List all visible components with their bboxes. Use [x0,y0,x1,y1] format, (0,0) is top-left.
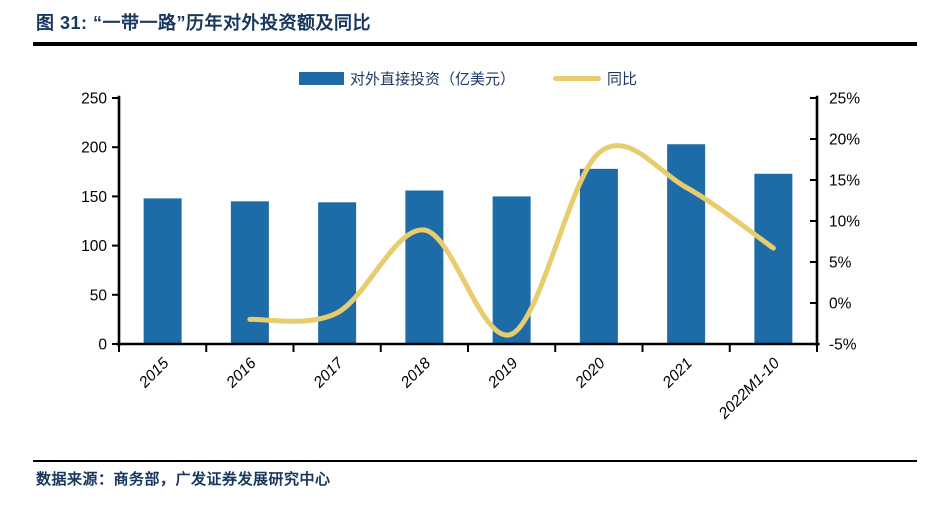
right-axis-tick-label: 5% [829,255,852,272]
bar-series-legend-label: 对外直接投资（亿美元） [349,71,515,88]
bar-series-swatch-icon [298,72,344,85]
x-axis-category-label: 2022M1-10 [715,355,783,423]
right-axis-tick-label: -5% [829,337,857,354]
bar-2017 [318,202,357,344]
left-axis-tick-label: 0 [98,337,107,354]
figure-title: 图 31: “一带一路”历年对外投资额及同比 [36,13,372,33]
right-axis-tick-label: 10% [829,214,860,231]
right-axis-tick-label: 20% [829,132,860,149]
x-axis-category-label: 2019 [484,355,521,392]
bar-2016 [230,201,269,344]
bar-2018 [405,190,444,344]
left-axis-tick-label: 250 [81,91,107,108]
bar-2015 [143,198,182,344]
x-axis-category-label: 2018 [397,355,434,392]
right-axis-tick-label: 0% [829,296,852,313]
chart-legend: 对外直接投资（亿美元） 同比 [119,68,817,89]
right-axis-tick-label: 25% [829,91,860,108]
left-axis-tick-label: 200 [81,140,107,157]
x-axis-category-label: 2020 [572,355,609,392]
line-series-swatch-icon [553,76,601,81]
left-axis-tick-label: 100 [81,238,107,255]
data-source: 数据来源：商务部，广发证券发展研究中心 [36,471,331,488]
line-series-legend-label: 同比 [607,71,638,88]
bar-2020 [579,168,618,344]
bar-2022M1-10 [754,173,793,344]
footer-divider [33,460,917,462]
legend-item-line-series: 同比 [553,68,637,89]
x-axis-category-label: 2016 [223,355,260,392]
x-axis-category-label: 2015 [135,355,172,392]
legend-item-bar-series: 对外直接投资（亿美元） [298,68,515,89]
x-axis-category-label: 2017 [310,354,348,392]
left-axis-tick-label: 50 [90,287,108,304]
left-axis-tick-label: 150 [81,189,107,206]
bar-2021 [667,144,706,344]
title-divider [33,42,917,46]
yoy-line-series [247,143,776,338]
right-axis-tick-label: 15% [829,173,860,190]
x-axis-category-label: 2021 [659,355,696,392]
